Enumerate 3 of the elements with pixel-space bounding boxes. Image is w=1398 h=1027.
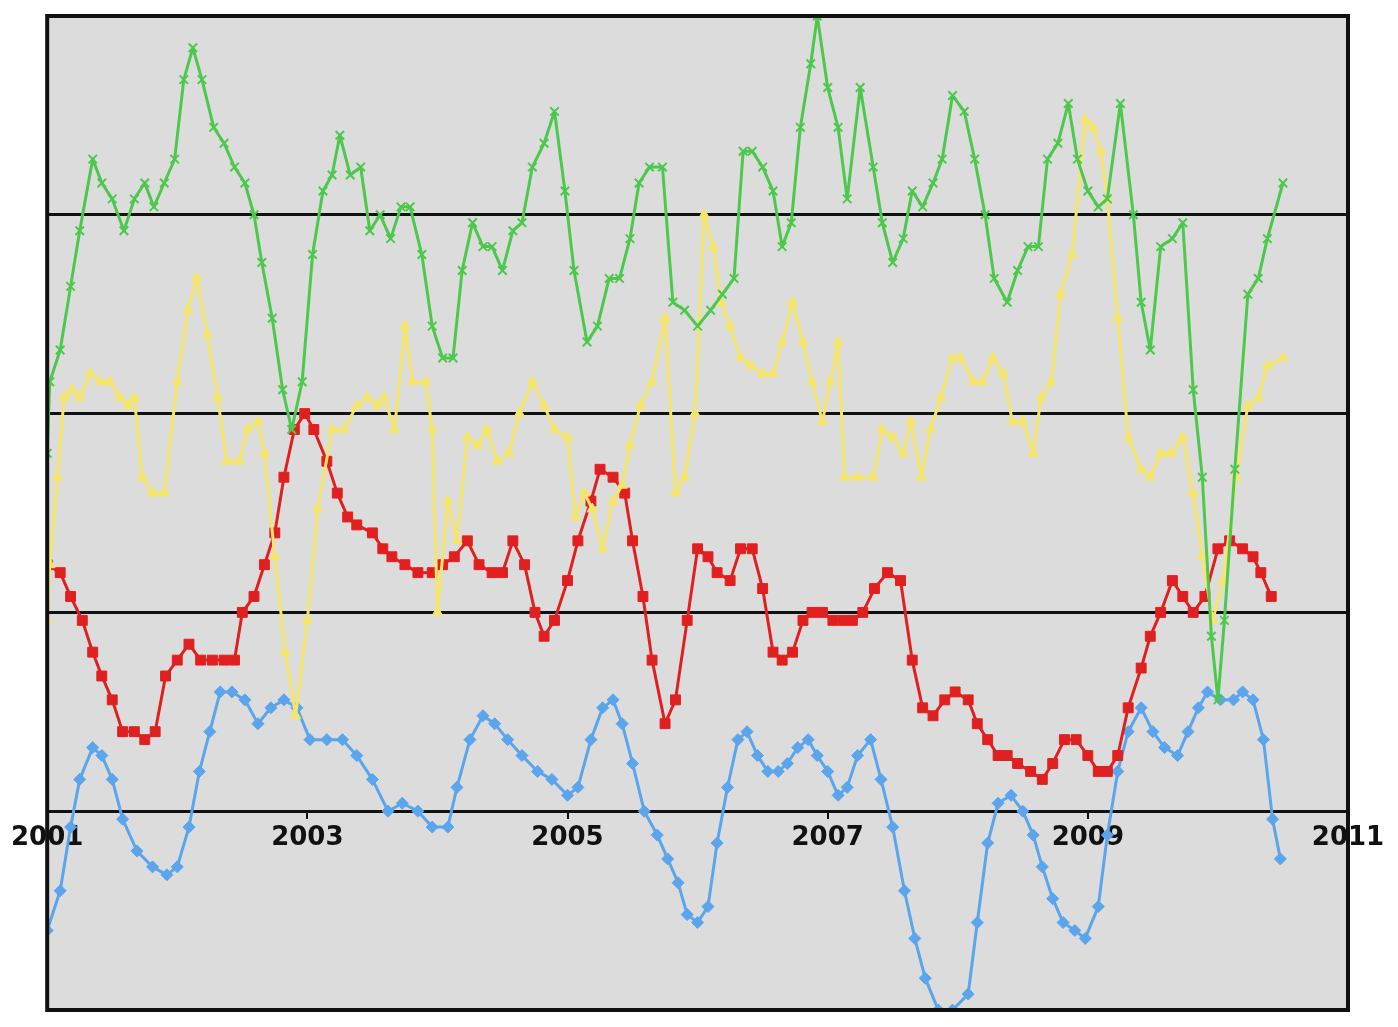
x-tick-label: 2005 xyxy=(531,820,604,851)
x-tick-label: 2003 xyxy=(271,820,344,851)
x-tick-label: 2007 xyxy=(791,820,864,851)
